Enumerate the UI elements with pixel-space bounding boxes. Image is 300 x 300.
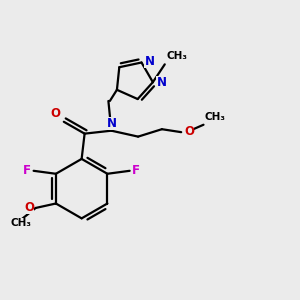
Text: CH₃: CH₃	[205, 112, 226, 122]
Text: N: N	[156, 76, 167, 89]
Text: O: O	[51, 107, 61, 120]
Text: O: O	[184, 125, 194, 138]
Text: N: N	[145, 55, 154, 68]
Text: O: O	[24, 201, 34, 214]
Text: CH₃: CH₃	[166, 51, 187, 62]
Text: N: N	[107, 117, 117, 130]
Text: CH₃: CH₃	[10, 218, 31, 228]
Text: F: F	[23, 164, 31, 177]
Text: F: F	[132, 164, 140, 177]
